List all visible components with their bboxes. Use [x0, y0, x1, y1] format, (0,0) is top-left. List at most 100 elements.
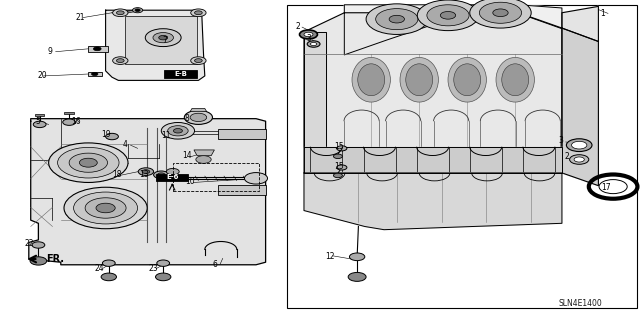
Circle shape	[116, 11, 124, 15]
Text: 4: 4	[123, 140, 128, 149]
Text: 11: 11	[161, 131, 171, 140]
Circle shape	[348, 272, 366, 281]
Circle shape	[96, 203, 115, 213]
Polygon shape	[125, 16, 197, 64]
Circle shape	[142, 170, 150, 174]
Circle shape	[572, 141, 587, 149]
Circle shape	[191, 57, 206, 64]
Text: SLN4E1400: SLN4E1400	[558, 299, 602, 308]
Text: 15: 15	[334, 142, 344, 151]
Circle shape	[153, 33, 173, 43]
Circle shape	[64, 187, 147, 229]
Polygon shape	[88, 72, 102, 76]
Polygon shape	[344, 5, 562, 55]
Circle shape	[32, 242, 45, 248]
Circle shape	[166, 168, 179, 175]
Polygon shape	[304, 173, 562, 230]
Circle shape	[116, 59, 124, 63]
Circle shape	[145, 29, 181, 47]
Circle shape	[333, 154, 342, 159]
Circle shape	[566, 139, 592, 152]
Circle shape	[157, 173, 165, 177]
Circle shape	[135, 9, 140, 11]
Circle shape	[349, 253, 365, 261]
Polygon shape	[194, 150, 214, 156]
Circle shape	[138, 168, 154, 175]
Ellipse shape	[454, 64, 481, 96]
Text: 9: 9	[48, 47, 53, 56]
Circle shape	[599, 180, 627, 194]
Circle shape	[79, 158, 97, 167]
Circle shape	[157, 260, 170, 266]
Text: 2: 2	[564, 152, 569, 161]
FancyBboxPatch shape	[156, 174, 188, 181]
Polygon shape	[304, 32, 326, 173]
Text: 15: 15	[334, 162, 344, 171]
Polygon shape	[218, 185, 266, 195]
Polygon shape	[304, 13, 562, 173]
Circle shape	[440, 11, 456, 19]
Ellipse shape	[406, 64, 433, 96]
Text: 8: 8	[184, 114, 189, 123]
Circle shape	[85, 198, 126, 218]
Circle shape	[366, 4, 428, 34]
Text: 10: 10	[186, 177, 195, 186]
Circle shape	[389, 15, 404, 23]
Circle shape	[113, 57, 128, 64]
Circle shape	[93, 47, 101, 51]
Circle shape	[337, 165, 347, 170]
Text: E-6: E-6	[166, 174, 179, 180]
Text: 19: 19	[101, 130, 111, 139]
Circle shape	[196, 156, 211, 163]
Circle shape	[33, 121, 46, 128]
Circle shape	[69, 153, 108, 172]
Circle shape	[113, 9, 128, 17]
Text: FR.: FR.	[46, 254, 64, 264]
Circle shape	[417, 0, 479, 31]
Text: 18: 18	[112, 170, 122, 179]
Circle shape	[168, 126, 188, 136]
Text: 6: 6	[212, 260, 218, 269]
Circle shape	[244, 173, 268, 184]
Text: 2: 2	[296, 22, 300, 31]
Circle shape	[470, 0, 531, 28]
Circle shape	[570, 155, 589, 164]
Circle shape	[574, 157, 584, 162]
Ellipse shape	[496, 57, 534, 102]
Circle shape	[310, 42, 317, 46]
Circle shape	[376, 9, 418, 30]
Text: E-B: E-B	[174, 71, 187, 77]
Ellipse shape	[448, 57, 486, 102]
Circle shape	[49, 143, 128, 182]
Circle shape	[154, 171, 169, 179]
Text: 17: 17	[602, 183, 611, 192]
Circle shape	[190, 113, 207, 122]
Text: 3: 3	[558, 137, 563, 145]
Circle shape	[191, 9, 206, 17]
Circle shape	[195, 11, 202, 15]
Circle shape	[173, 129, 182, 133]
Circle shape	[300, 30, 317, 39]
Polygon shape	[35, 114, 44, 116]
Circle shape	[30, 257, 47, 265]
Text: 24: 24	[95, 264, 104, 273]
Polygon shape	[562, 6, 598, 41]
Circle shape	[102, 260, 115, 266]
Circle shape	[63, 119, 76, 125]
Circle shape	[427, 5, 469, 26]
Circle shape	[333, 173, 342, 178]
Polygon shape	[190, 108, 207, 112]
Circle shape	[184, 110, 212, 124]
Polygon shape	[29, 119, 266, 265]
Circle shape	[479, 2, 522, 23]
Polygon shape	[562, 28, 598, 186]
Circle shape	[304, 32, 313, 37]
Polygon shape	[218, 129, 266, 139]
Circle shape	[159, 35, 168, 40]
Text: 20: 20	[37, 71, 47, 80]
Text: 13: 13	[140, 170, 149, 179]
Polygon shape	[64, 112, 74, 114]
Text: 14: 14	[182, 151, 192, 160]
Circle shape	[493, 9, 508, 17]
Ellipse shape	[358, 64, 385, 96]
